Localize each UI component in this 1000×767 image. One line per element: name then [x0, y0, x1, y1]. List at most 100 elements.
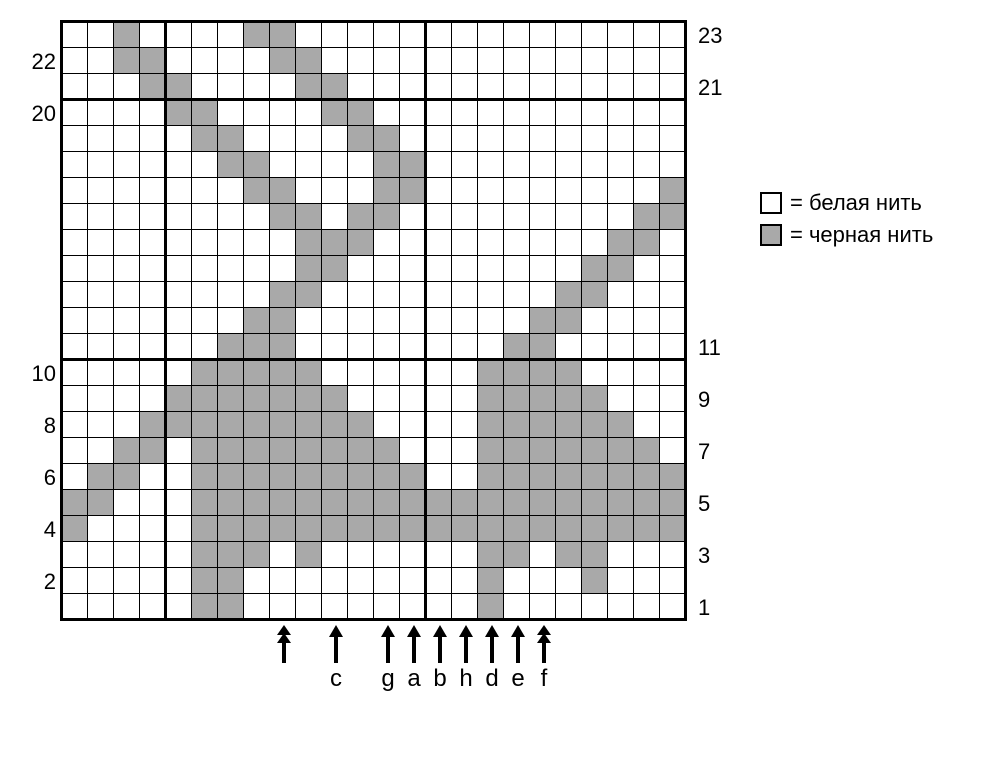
grid-cell	[478, 100, 504, 126]
grid-cell	[166, 74, 192, 100]
grid-cell	[400, 334, 426, 360]
grid-cell	[400, 126, 426, 152]
grid-cell	[660, 100, 686, 126]
grid-cell	[296, 74, 322, 100]
grid-cell	[140, 412, 166, 438]
grid-cell	[348, 386, 374, 412]
grid-cell	[582, 360, 608, 386]
grid-cell	[582, 334, 608, 360]
grid-cell	[218, 48, 244, 74]
grid-cell	[88, 568, 114, 594]
grid-cell	[322, 256, 348, 282]
grid-cell	[374, 282, 400, 308]
grid-cell	[504, 412, 530, 438]
grid-cell	[166, 334, 192, 360]
grid-cell	[192, 334, 218, 360]
grid-cell	[426, 100, 452, 126]
grid-cell	[296, 48, 322, 74]
grid-cell	[530, 256, 556, 282]
grid-cell	[270, 308, 296, 334]
grid-cell	[244, 178, 270, 204]
grid-cell	[504, 360, 530, 386]
grid-cell	[270, 282, 296, 308]
grid-cell	[166, 594, 192, 620]
grid-cell	[426, 568, 452, 594]
grid-cell	[348, 568, 374, 594]
grid-cell	[634, 126, 660, 152]
grid-cell	[348, 152, 374, 178]
grid-cell	[114, 594, 140, 620]
grid-cell	[634, 256, 660, 282]
grid-cell	[88, 74, 114, 100]
grid-cell	[608, 100, 634, 126]
grid-cell	[478, 542, 504, 568]
grid-cell	[374, 490, 400, 516]
grid-cell	[374, 256, 400, 282]
grid-cell	[348, 464, 374, 490]
grid-cell	[296, 22, 322, 48]
grid-cell	[400, 360, 426, 386]
grid-cell	[556, 568, 582, 594]
grid-cell	[140, 360, 166, 386]
grid-cell	[348, 204, 374, 230]
grid-cell	[530, 48, 556, 74]
grid-cell	[166, 48, 192, 74]
grid-cell	[114, 490, 140, 516]
grid-cell	[192, 412, 218, 438]
grid-cell	[478, 230, 504, 256]
grid-cell	[426, 516, 452, 542]
grid-cell	[244, 386, 270, 412]
grid-cell	[322, 334, 348, 360]
grid-cell	[608, 594, 634, 620]
grid-cell	[218, 152, 244, 178]
grid-cell	[426, 334, 452, 360]
grid-cell	[296, 230, 322, 256]
grid-cell	[244, 74, 270, 100]
grid-cell	[218, 568, 244, 594]
grid-cell	[374, 178, 400, 204]
grid-cell	[504, 594, 530, 620]
grid-cell	[218, 282, 244, 308]
grid-cell	[114, 22, 140, 48]
grid-cell	[166, 308, 192, 334]
grid-cell	[270, 74, 296, 100]
grid-cell	[348, 74, 374, 100]
grid-cell	[192, 568, 218, 594]
grid-cell	[400, 594, 426, 620]
grid-cell	[452, 74, 478, 100]
grid-cell	[556, 412, 582, 438]
grid-cell	[218, 230, 244, 256]
grid-cell	[62, 100, 88, 126]
grid-cell	[530, 568, 556, 594]
grid-cell	[556, 516, 582, 542]
grid-cell	[192, 126, 218, 152]
grid-cell	[504, 516, 530, 542]
grid-cell	[452, 282, 478, 308]
grid-cell	[504, 568, 530, 594]
grid-cell	[114, 48, 140, 74]
grid-cell	[192, 386, 218, 412]
grid-cell	[166, 412, 192, 438]
grid-cell	[62, 126, 88, 152]
row-label-left: 4	[20, 519, 56, 541]
grid-cell	[582, 438, 608, 464]
grid-cell	[660, 282, 686, 308]
grid-cell	[400, 178, 426, 204]
grid-cell	[218, 464, 244, 490]
grid-cell	[660, 152, 686, 178]
grid-cell	[478, 334, 504, 360]
grid-cell	[582, 542, 608, 568]
grid-cell	[504, 126, 530, 152]
grid-cell	[478, 48, 504, 74]
grid-cell	[452, 334, 478, 360]
grid-cell	[530, 594, 556, 620]
grid-cell	[660, 48, 686, 74]
grid-cell	[530, 334, 556, 360]
grid-cell	[582, 204, 608, 230]
grid-cell	[192, 22, 218, 48]
grid-cell	[322, 178, 348, 204]
grid-cell	[322, 594, 348, 620]
grid-cell	[114, 204, 140, 230]
grid-cell	[166, 178, 192, 204]
grid-cell	[634, 594, 660, 620]
